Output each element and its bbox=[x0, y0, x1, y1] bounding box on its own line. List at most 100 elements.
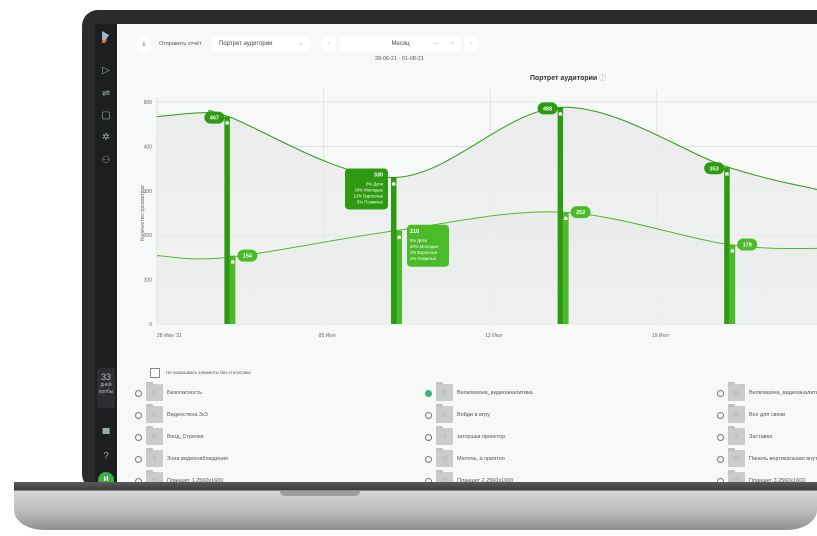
value-badge bbox=[737, 238, 758, 251]
radio-button[interactable] bbox=[135, 478, 142, 484]
folder-icon: М bbox=[436, 448, 453, 467]
value-badge-text: 488 bbox=[543, 106, 552, 112]
avatar[interactable]: И bbox=[98, 472, 114, 484]
bar-dark bbox=[724, 167, 730, 324]
item-label: Зона видеонаблюдения bbox=[167, 456, 228, 462]
folder-icon: П bbox=[436, 470, 453, 484]
breakdown-tooltip-light bbox=[407, 224, 449, 267]
radio-button[interactable] bbox=[717, 456, 724, 463]
laptop-base bbox=[14, 482, 817, 530]
toolbar: ⤓ Отправить отчёт Портрет аудитории ⌄ ‹ М… bbox=[117, 24, 817, 64]
folder-icon: П bbox=[146, 470, 163, 484]
bar-light bbox=[729, 244, 736, 324]
user-icon[interactable]: ⚇ bbox=[101, 155, 111, 166]
item-label: Велкомзона_видеоаналитика bbox=[749, 390, 817, 396]
person-icon: ☗ bbox=[730, 249, 735, 255]
bar-light bbox=[396, 230, 402, 324]
radio-button[interactable] bbox=[135, 390, 142, 397]
y-tick-label: 0 bbox=[149, 322, 152, 328]
value-badge bbox=[537, 102, 558, 115]
x-tick-label: 19 Июл bbox=[652, 333, 669, 339]
radio-button[interactable] bbox=[717, 478, 724, 484]
tooltip-line: 12% Взрослые bbox=[353, 193, 383, 198]
item-label: Мелочь, а приятно bbox=[457, 456, 505, 462]
value-badge bbox=[237, 249, 258, 262]
hide-empty-label: Не показывать элементы без статистики bbox=[166, 370, 251, 375]
item-label: Планшет 2 2560x1600 bbox=[457, 478, 514, 484]
item-label: Панель вертикальная внутр bbox=[749, 456, 817, 462]
item-label: Планшет 3 2560x1600 bbox=[749, 478, 806, 484]
date-range: 28-06-21 - 01-08-21 bbox=[375, 56, 424, 62]
x-tick-label: 05 Июл bbox=[319, 333, 336, 339]
zoom-in-button[interactable]: + bbox=[450, 41, 454, 47]
folder-icon: В bbox=[728, 382, 745, 401]
hide-empty-checkbox[interactable] bbox=[150, 368, 160, 378]
value-badge-text: 353 bbox=[710, 166, 719, 172]
item-label: Велкомзона_видеоаналитика bbox=[457, 390, 533, 396]
radio-button[interactable] bbox=[717, 434, 724, 441]
tooltip-line: 9% Дети bbox=[410, 238, 428, 243]
y-tick-label: 300 bbox=[144, 189, 153, 195]
series-area bbox=[157, 211, 817, 324]
send-report-button[interactable]: Отправить отчёт bbox=[159, 41, 202, 47]
folder-icon: В bbox=[146, 404, 163, 423]
trial-badge[interactable]: 33 дней пробы bbox=[97, 368, 115, 408]
item-label: Вход_Стрелки bbox=[167, 434, 204, 440]
radio-button[interactable] bbox=[717, 390, 724, 397]
period-select[interactable]: Месяц — + bbox=[340, 36, 461, 52]
item-label: Видеостена 3x3 bbox=[167, 412, 208, 418]
play-icon[interactable]: ▷ bbox=[102, 65, 110, 76]
zoom-out-button[interactable]: — bbox=[433, 41, 439, 47]
person-icon: ☗ bbox=[397, 235, 402, 241]
folder-icon: Б bbox=[146, 382, 163, 401]
y-axis-label: Количество просмотров bbox=[140, 185, 146, 241]
folder-icon: В bbox=[436, 382, 453, 401]
x-tick-label: 12 Июл bbox=[485, 333, 502, 339]
item-label: Заставка bbox=[749, 434, 773, 440]
radio-button[interactable] bbox=[135, 456, 142, 463]
prev-button[interactable]: ‹ bbox=[322, 36, 336, 52]
tooltip-line: 22% Молодые bbox=[410, 244, 439, 249]
radio-button[interactable] bbox=[425, 456, 432, 463]
info-icon[interactable]: ⓘ bbox=[599, 75, 607, 82]
item-label: Все для связи bbox=[749, 412, 786, 418]
item-label: Планшет 1 2560x1600 bbox=[167, 478, 224, 484]
report-select[interactable]: Портрет аудитории ⌄ bbox=[212, 36, 310, 52]
loader-icon[interactable]: ✲ bbox=[101, 132, 111, 143]
value-badge-text: 252 bbox=[576, 210, 585, 216]
radio-button[interactable] bbox=[717, 412, 724, 419]
x-tick-label: 28 Июн '21 bbox=[157, 333, 182, 339]
folder-icon: З bbox=[436, 426, 453, 445]
radio-button[interactable] bbox=[425, 478, 432, 484]
person-icon: ☗ bbox=[725, 171, 730, 177]
filter-icon[interactable]: ⇌ bbox=[101, 88, 111, 99]
radio-button[interactable] bbox=[425, 390, 432, 397]
chart-title: Портрет аудитории ⓘ bbox=[530, 75, 607, 82]
folder-icon: В bbox=[146, 426, 163, 445]
radio-button[interactable] bbox=[425, 434, 432, 441]
folder-icon: З bbox=[146, 448, 163, 467]
value-badge bbox=[570, 206, 591, 219]
monitor-icon[interactable]: ▀ bbox=[102, 429, 110, 440]
radio-button[interactable] bbox=[135, 434, 142, 441]
value-badge-text: 179 bbox=[743, 243, 752, 249]
radio-button[interactable] bbox=[425, 412, 432, 419]
tooltip-value: 330 bbox=[374, 172, 383, 178]
file-icon[interactable]: ▢ bbox=[101, 110, 111, 121]
radio-button[interactable] bbox=[135, 412, 142, 419]
help-icon[interactable]: ? bbox=[103, 451, 109, 462]
person-icon: ☗ bbox=[230, 260, 235, 266]
bar-light bbox=[229, 255, 236, 324]
value-badge-text: 467 bbox=[210, 116, 219, 122]
download-icon[interactable]: ⤓ bbox=[137, 36, 151, 52]
tooltip-line: 2% Взрослые bbox=[410, 250, 438, 255]
laptop-notch bbox=[280, 491, 360, 496]
folder-icon: З bbox=[728, 426, 745, 445]
value-badge-text: 154 bbox=[243, 254, 253, 260]
logo[interactable] bbox=[99, 30, 113, 44]
tooltip-line: 3% Пожилые bbox=[357, 199, 384, 204]
tooltip-line: 8% Дети bbox=[366, 181, 384, 186]
next-button[interactable]: › bbox=[464, 36, 478, 52]
y-tick-label: 100 bbox=[144, 278, 153, 284]
sidebar: ▷ ⇌ ▢ ✲ ⚇ 33 дней пробы ▀ ? И bbox=[95, 24, 117, 484]
